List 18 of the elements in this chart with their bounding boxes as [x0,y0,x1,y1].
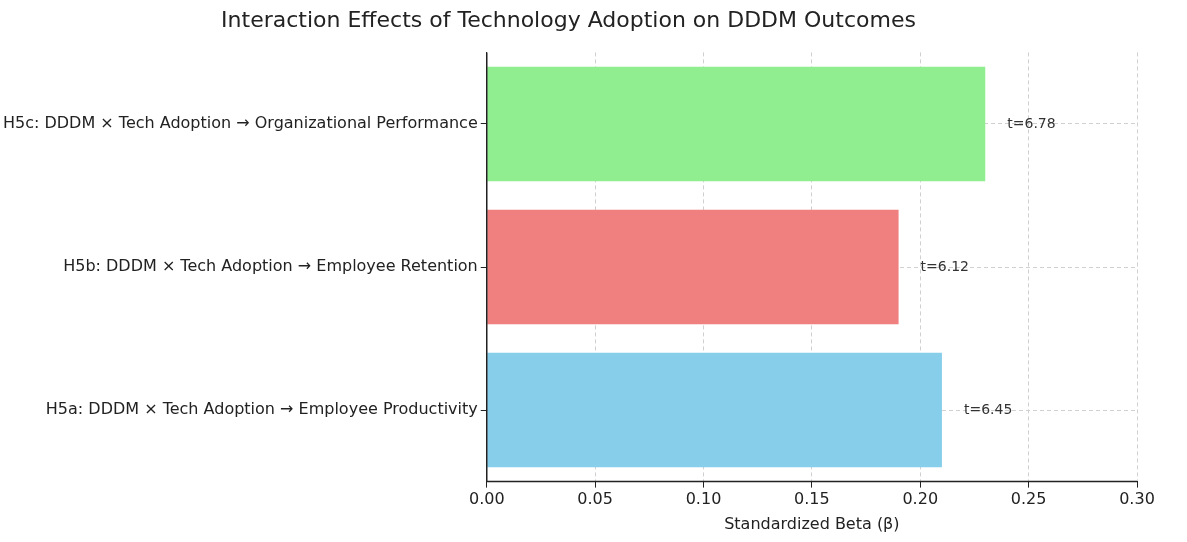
annotation: t=6.12 [920,257,969,274]
x-tick-label: 0.25 [1010,489,1047,509]
x-tick-label: 0.10 [685,489,722,509]
annotation: t=6.45 [963,400,1013,417]
y-tick-label: H5b: DDDM × Tech Adoption → Employee Retention [63,256,478,276]
x-axis-title: Standardized Beta (β) [724,513,900,533]
x-tick-label: 0.15 [794,489,830,509]
x-tick-label: 0.30 [1119,489,1155,509]
bar [487,352,942,468]
y-tick-label: H5a: DDDM × Tech Adoption → Employee Productivity [45,399,478,419]
bar [487,66,986,182]
annotation: t=6.78 [1007,114,1056,131]
x-tick-label: 0.05 [577,489,613,509]
x-tick-label: 0.00 [468,489,505,509]
y-tick-label: H5c: DDDM × Tech Adoption → Organizational Performance [2,113,478,133]
bar [487,209,899,325]
chart-title: Interaction Effects of Technology Adoption on DDDM Outcomes [221,6,916,32]
x-tick-label: 0.20 [902,489,939,509]
